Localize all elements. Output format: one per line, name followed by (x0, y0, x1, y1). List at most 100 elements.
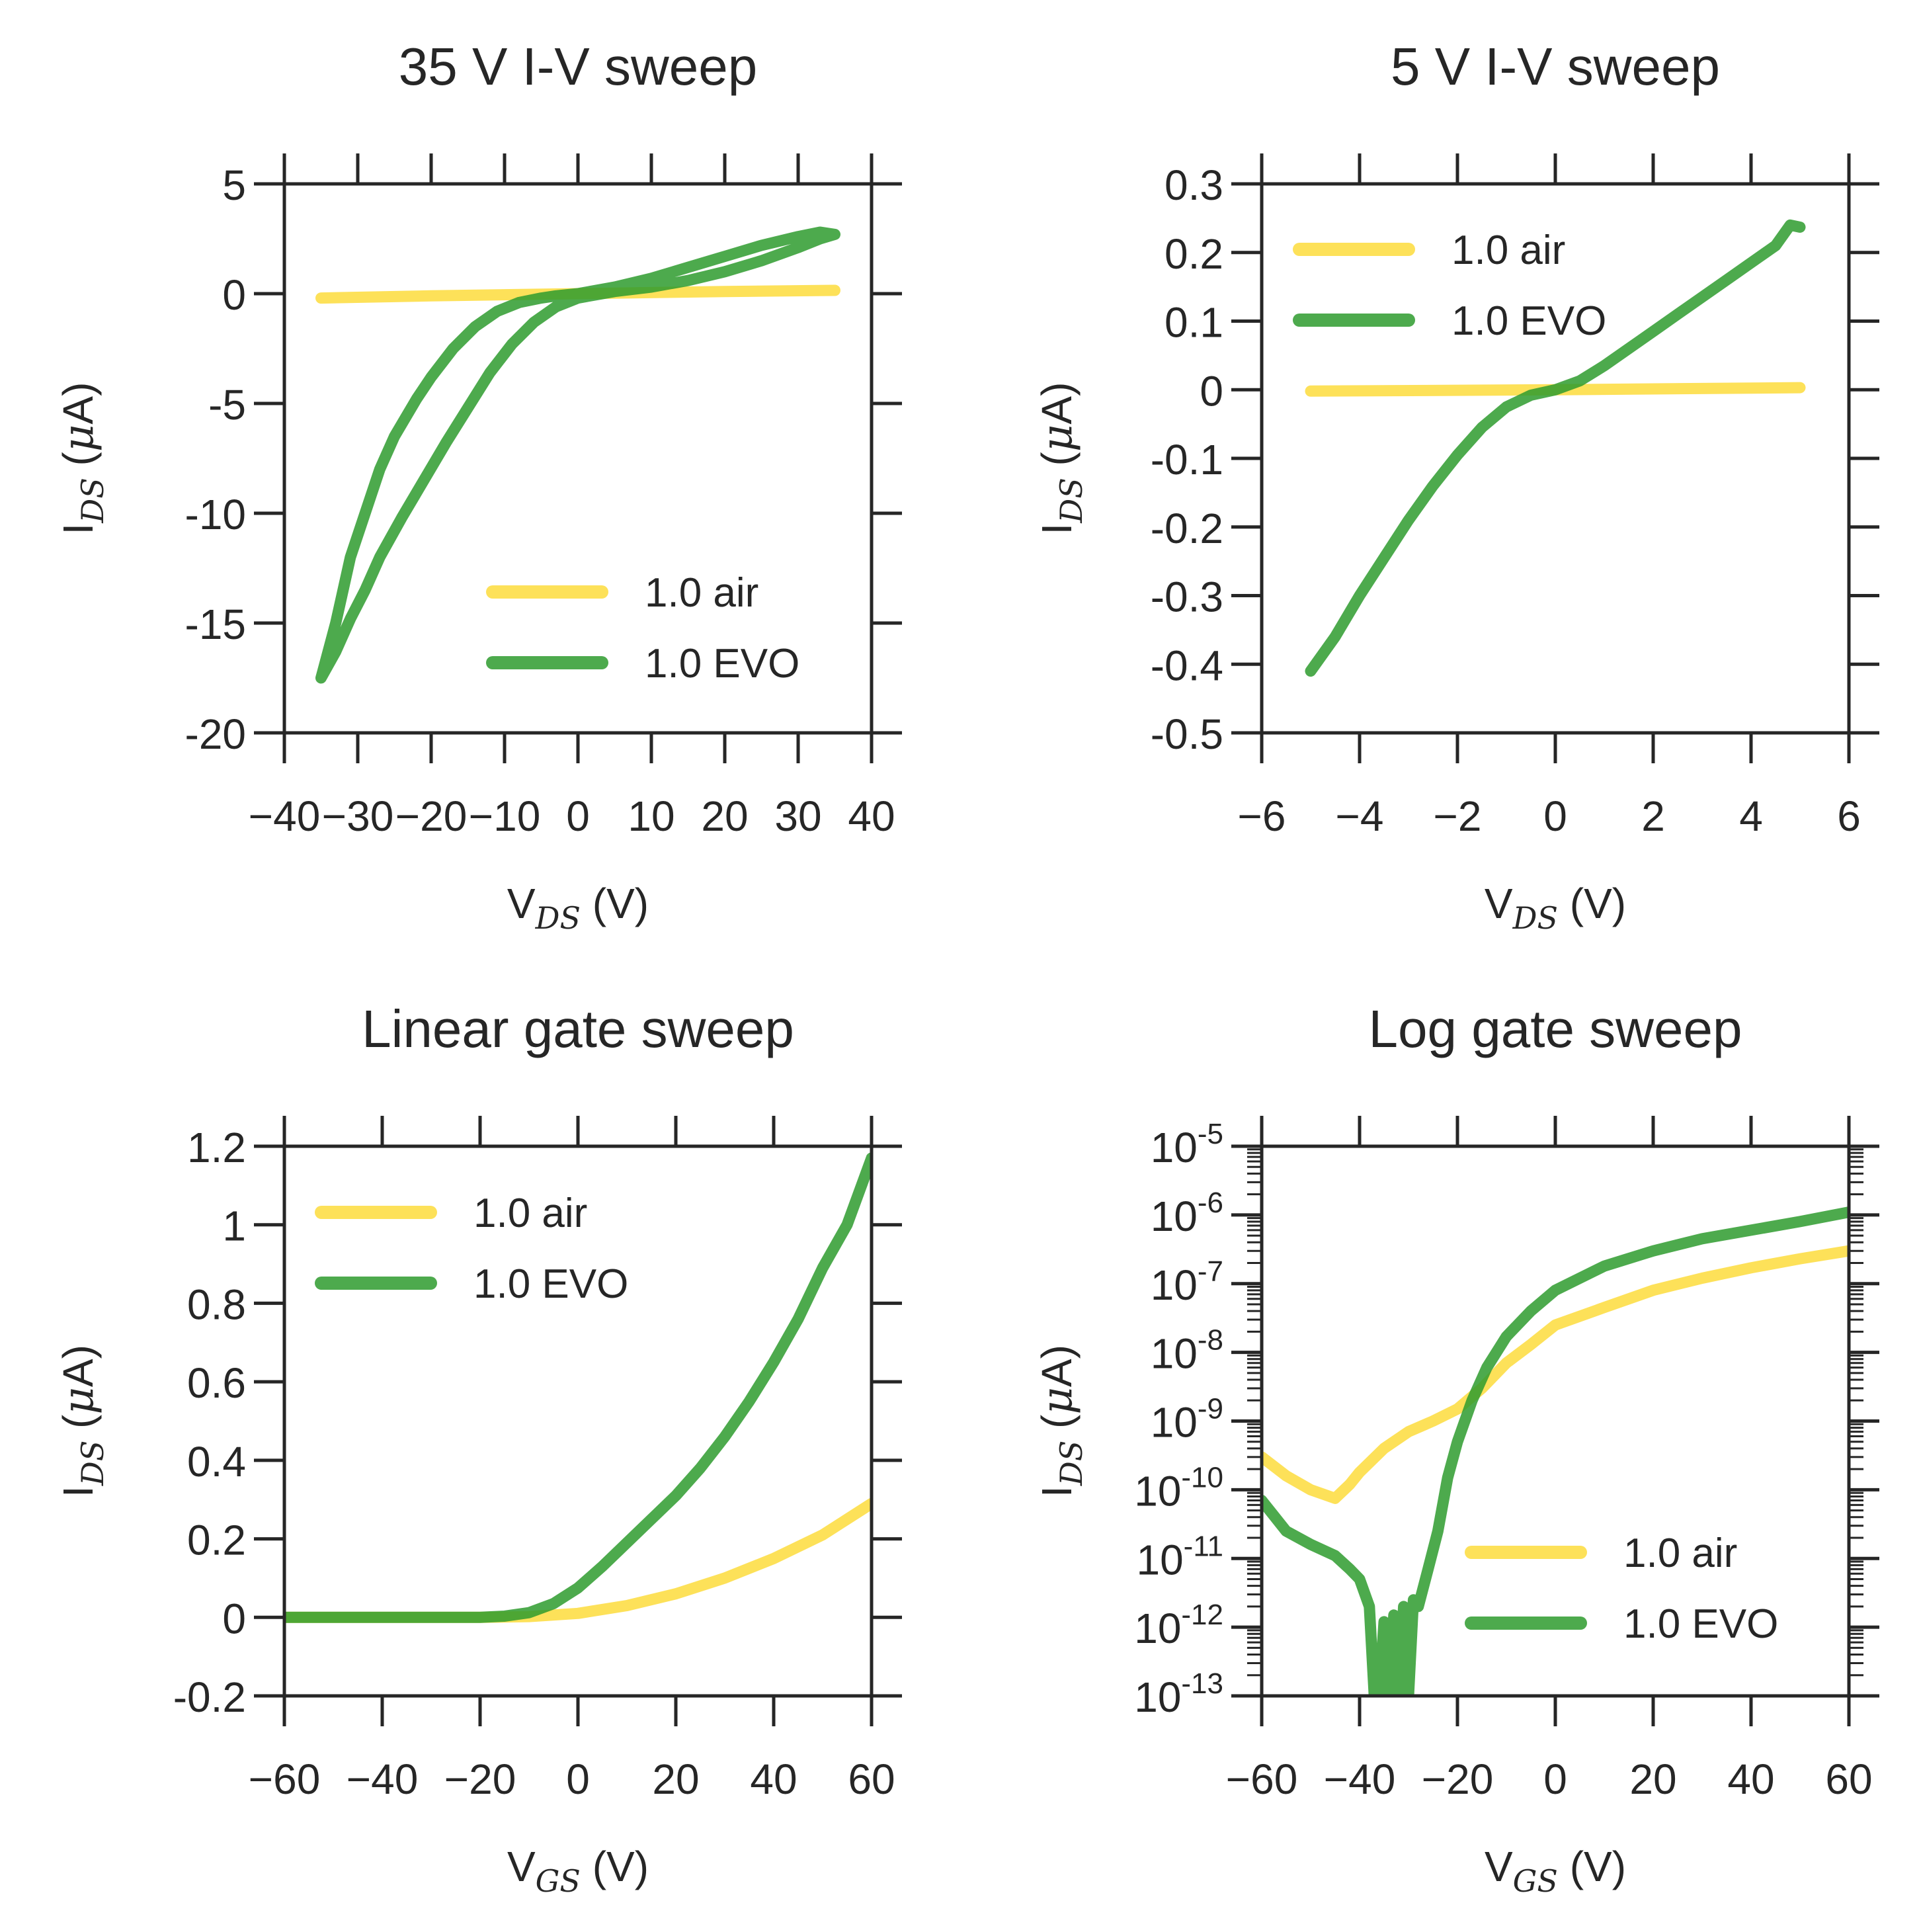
legend-label: 1.0 EVO (473, 1261, 628, 1307)
y-tick-label: 5 (222, 161, 246, 209)
legend-label: 1.0 EVO (645, 641, 799, 687)
series-line-evo (315, 226, 840, 684)
y-tick-label: -15 (185, 601, 247, 648)
y-tick-label: -10 (185, 491, 247, 538)
legend-label: 1.0 air (645, 570, 758, 616)
y-tick-label: 0.2 (1165, 230, 1223, 278)
y-tick-label: 10-12 (1134, 1599, 1223, 1652)
chart-title: 35 V I-V sweep (399, 37, 758, 96)
chart-panel-1: 35 V I-V sweep −40 −30 −20 −10 0 10 20 30 40 -20 -1… (54, 37, 902, 936)
y-tick-label: -0.5 (1151, 710, 1223, 758)
x-tick-label: 30 (774, 792, 821, 840)
x-tick-label: 0 (1543, 792, 1567, 840)
x-tick-label: −40 (347, 1755, 419, 1803)
y-tick-label: 0.4 (187, 1438, 246, 1486)
x-tick-label: −60 (1226, 1755, 1298, 1803)
y-tick-label: -5 (208, 381, 246, 429)
legend-label: 1.0 EVO (1623, 1601, 1778, 1647)
legend-label: 1.0 EVO (1451, 298, 1606, 344)
x-tick-label: 60 (1825, 1755, 1872, 1803)
series-line-evo (1305, 219, 1806, 677)
x-tick-label: −40 (249, 792, 321, 840)
x-tick-label: −60 (249, 1755, 321, 1803)
y-tick-label: 0.6 (187, 1359, 246, 1407)
legend: 1.0 air 1.0 EVO (315, 1191, 628, 1307)
y-tick-label: 10-7 (1151, 1255, 1223, 1309)
y-tick-label: -0.2 (1151, 505, 1223, 552)
y-tick-label: 10-9 (1151, 1393, 1223, 1447)
y-tick-label: 0 (222, 1595, 246, 1642)
y-tick-label: 0.3 (1165, 161, 1223, 209)
chart-panel-3: Linear gate sweep −60 −40 −20 0 20 40 60 -0.2 0 0.… (54, 999, 902, 1899)
y-axis-label: IDS (μA) (54, 382, 110, 535)
x-tick-label: 40 (848, 792, 895, 840)
y-tick-label: -0.4 (1151, 642, 1223, 689)
y-tick-label: -20 (185, 710, 247, 758)
series-line-evo (1262, 1206, 1849, 1696)
y-tick-label: 10-8 (1151, 1324, 1223, 1378)
y-axis-label: IDS (μA) (1033, 382, 1089, 535)
x-tick-label: −30 (322, 792, 394, 840)
y-tick-label: 10-10 (1134, 1461, 1223, 1515)
y-axis-label: IDS (μA) (1033, 1345, 1089, 1497)
y-tick-label: -0.1 (1151, 436, 1223, 483)
x-tick-label: 4 (1739, 792, 1763, 840)
y-tick-label: 10-11 (1136, 1530, 1223, 1583)
x-tick-label: 20 (1629, 1755, 1676, 1803)
y-tick-label: -0.2 (173, 1673, 246, 1721)
series-group (284, 1152, 872, 1623)
x-tick-label: −20 (1422, 1755, 1494, 1803)
x-tick-label: 10 (628, 792, 674, 840)
y-tick-label: 10-5 (1151, 1118, 1223, 1171)
x-axis-label: VDS (V) (1485, 880, 1626, 936)
legend-label: 1.0 air (1623, 1531, 1737, 1576)
x-tick-label: 60 (848, 1755, 895, 1803)
chart-title: Linear gate sweep (362, 999, 794, 1058)
x-tick-label: −40 (1324, 1755, 1396, 1803)
legend: 1.0 air 1.0 EVO (1465, 1531, 1778, 1647)
y-tick-label: 1.2 (187, 1124, 246, 1171)
x-tick-label: −20 (444, 1755, 516, 1803)
chart-title: 5 V I-V sweep (1391, 37, 1720, 96)
y-tick-label: 0 (1200, 367, 1223, 415)
x-tick-label: 0 (566, 1755, 590, 1803)
legend-label: 1.0 air (473, 1191, 587, 1236)
y-tick-label: 1 (222, 1202, 246, 1250)
chart-panel-4: Log gate sweep −60 −40 −20 0 20 40 60 10-13 10-12… (1033, 999, 1879, 1899)
y-tick-label: 0.1 (1165, 299, 1223, 347)
x-tick-label: 6 (1837, 792, 1861, 840)
x-axis-label: VDS (V) (507, 880, 649, 936)
x-tick-label: −20 (395, 792, 468, 840)
x-tick-label: 20 (701, 792, 748, 840)
x-tick-label: −10 (469, 792, 541, 840)
legend-label: 1.0 air (1451, 228, 1565, 273)
y-axis-label: IDS (μA) (54, 1345, 110, 1497)
x-axis-label: VGS (V) (1485, 1843, 1626, 1899)
x-axis-label: VGS (V) (507, 1843, 649, 1899)
x-tick-label: 40 (1727, 1755, 1774, 1803)
y-tick-label: 10-13 (1134, 1667, 1223, 1721)
series-group (1262, 1206, 1849, 1696)
series-line-evo (284, 1152, 872, 1623)
x-tick-label: −6 (1238, 792, 1286, 840)
series-group (1305, 219, 1806, 677)
y-tick-label: 0 (222, 271, 246, 319)
chart-title: Log gate sweep (1369, 999, 1742, 1058)
y-tick-label: 0.8 (187, 1281, 246, 1328)
series-group (315, 226, 840, 684)
y-tick-label: 10-6 (1151, 1187, 1223, 1240)
x-tick-label: 0 (566, 792, 590, 840)
chart-panel-2: 5 V I-V sweep −6 −4 −2 0 2 4 6 -0.5 -0.4 -0.3 -0.2 -… (1033, 37, 1879, 936)
x-tick-label: 20 (652, 1755, 699, 1803)
y-tick-label: -0.3 (1151, 573, 1223, 621)
x-tick-label: 2 (1641, 792, 1665, 840)
y-tick-label: 0.2 (187, 1517, 246, 1564)
x-tick-label: −4 (1336, 792, 1384, 840)
legend: 1.0 air 1.0 EVO (486, 570, 799, 687)
x-tick-label: 0 (1543, 1755, 1567, 1803)
series-line-air (284, 1497, 872, 1623)
x-tick-label: 40 (750, 1755, 797, 1803)
x-tick-label: −2 (1434, 792, 1482, 840)
legend: 1.0 air 1.0 EVO (1293, 228, 1606, 344)
